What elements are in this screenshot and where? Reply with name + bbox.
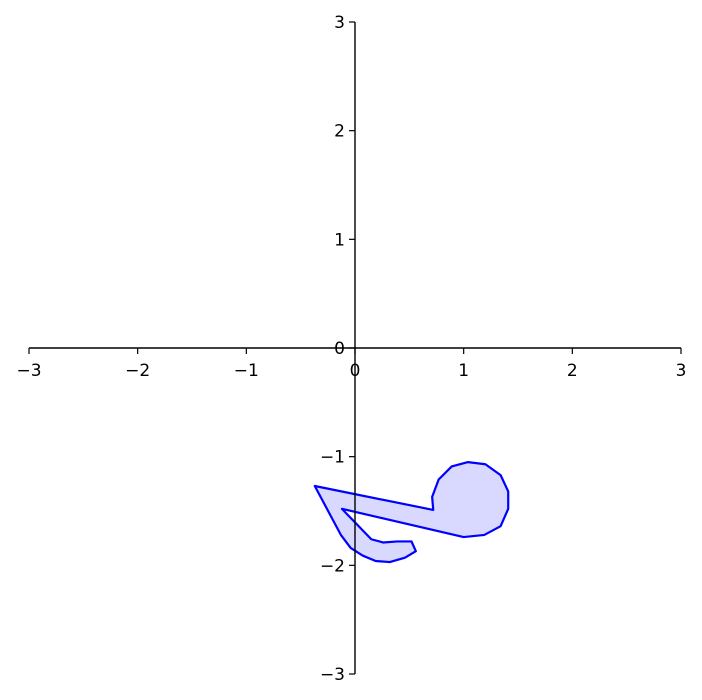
- y-tick-label: 3: [334, 13, 345, 33]
- x-tick-label: 0: [350, 361, 361, 381]
- x-tick-label: −2: [125, 361, 150, 381]
- y-tick-label: −2: [320, 556, 345, 576]
- x-tick-label: −1: [234, 361, 259, 381]
- x-tick-label: 1: [458, 361, 469, 381]
- x-tick-label: 2: [567, 361, 578, 381]
- y-tick-label: 1: [334, 230, 345, 250]
- x-tick-label: 3: [676, 361, 687, 381]
- y-tick-label: 2: [334, 122, 345, 142]
- y-tick-label: 0: [334, 339, 345, 359]
- x-tick-label: −3: [16, 361, 41, 381]
- y-tick-label: −1: [320, 448, 345, 468]
- polygon-shape: [313, 461, 510, 564]
- y-tick-label: −3: [320, 665, 345, 685]
